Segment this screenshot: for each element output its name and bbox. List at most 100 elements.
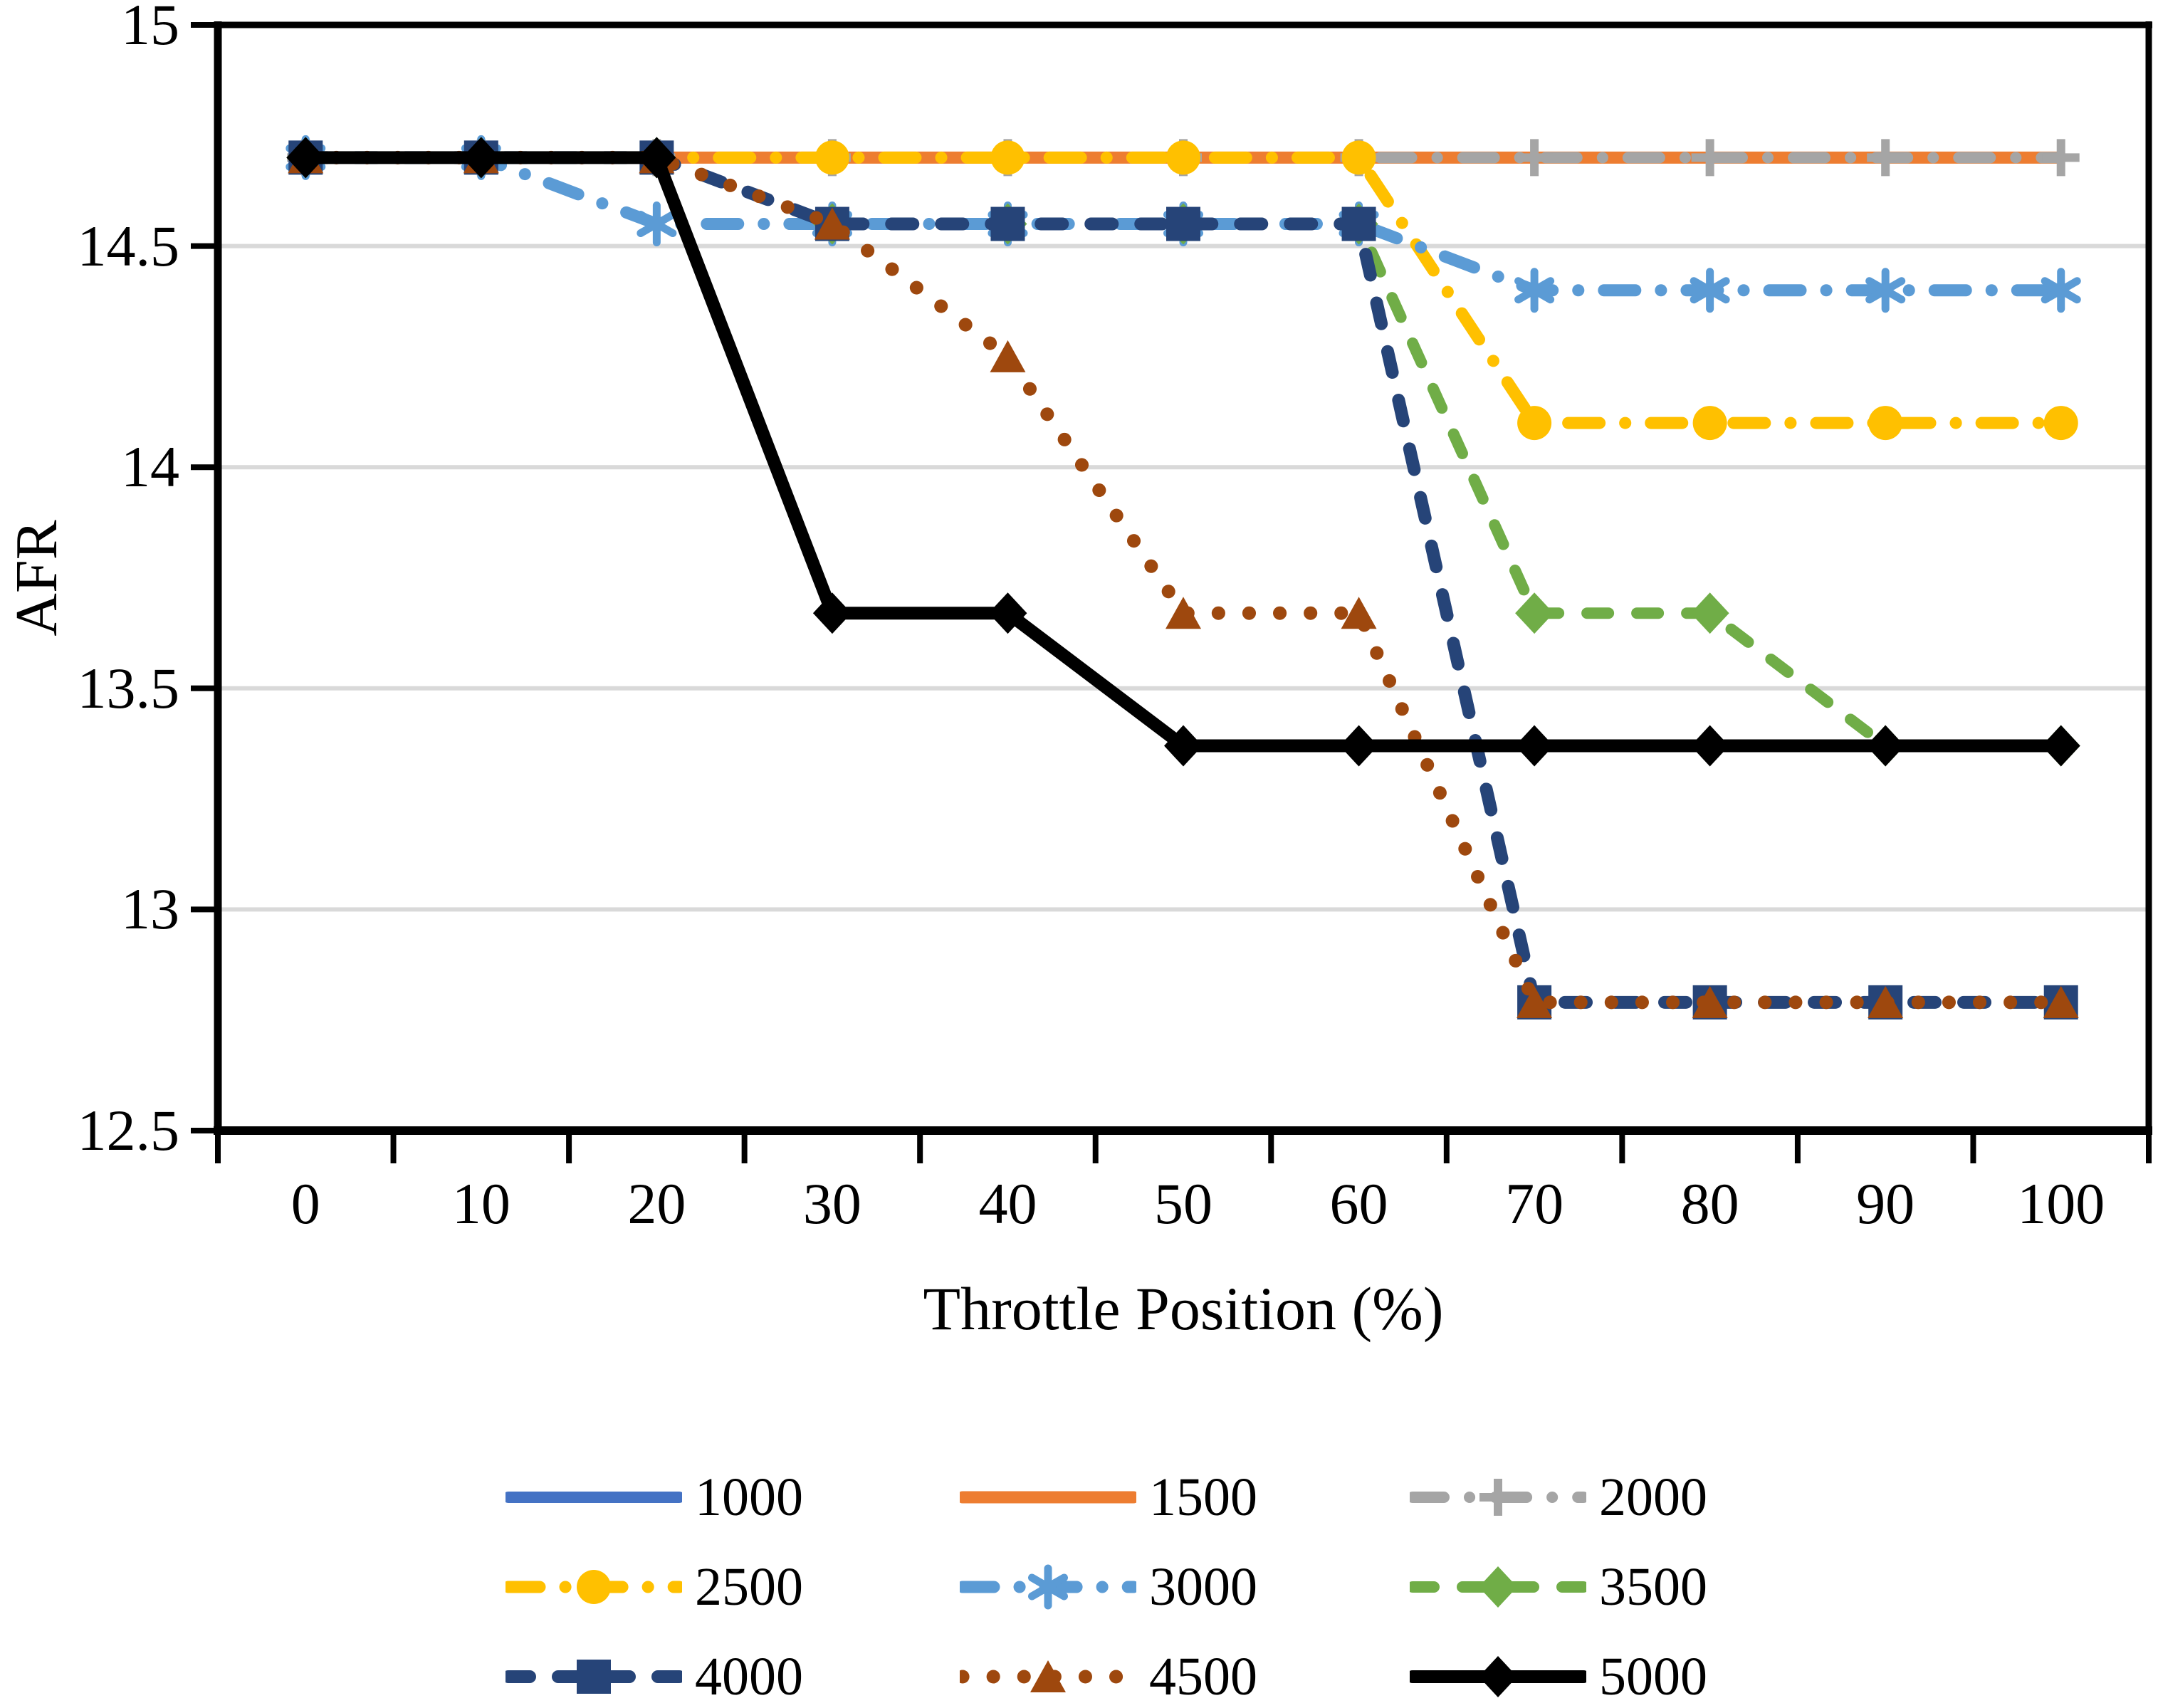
series-4000-marker [990, 206, 1025, 241]
series-3000-marker [1865, 268, 1906, 313]
series-3000-line [299, 151, 2068, 297]
series-5000-marker [637, 137, 676, 179]
legend-marker-5000 [1479, 1656, 1517, 1697]
series-4000-marker [1341, 206, 1376, 241]
legend-item-1000: 1000 [506, 1463, 803, 1531]
x-tick-label: 60 [1329, 1171, 1388, 1236]
series-4500-marker [1166, 597, 1201, 629]
series-3000-marker [1514, 268, 1555, 313]
series-5000-marker [1339, 725, 1378, 767]
series-2000-marker [2042, 139, 2080, 177]
y-tick-label: 12.5 [77, 1098, 180, 1163]
series-5000-marker [2041, 725, 2080, 767]
legend-label: 4000 [695, 1647, 803, 1707]
series-4500-marker [1692, 985, 1728, 1018]
series-4000-marker [1166, 206, 1200, 241]
series-5000-marker [1164, 725, 1203, 767]
legend-marker-3500 [1479, 1566, 1517, 1608]
series-2000-marker [1867, 139, 1905, 177]
x-tick-label: 30 [802, 1171, 861, 1236]
series-4500-marker [2043, 985, 2079, 1018]
legend-label: 2000 [1599, 1467, 1707, 1527]
series-3000-marker [637, 201, 677, 247]
legend-marker-4500 [1030, 1660, 1066, 1692]
legend-sample-1000 [506, 1492, 682, 1503]
y-tick-label: 14.5 [77, 213, 180, 278]
legend-marker-4000 [577, 1660, 611, 1694]
series-5000-marker [1515, 725, 1554, 767]
legend-label: 2500 [695, 1557, 803, 1617]
legend-sample-2000 [1410, 1479, 1586, 1516]
x-tick-label: 40 [978, 1171, 1037, 1236]
y-tick-label: 14 [121, 434, 179, 500]
series-3000-marker [1690, 268, 1730, 313]
y-axis-title: AFR [4, 520, 70, 636]
series-3000-marker [2041, 268, 2081, 313]
legend-marker-2500 [577, 1570, 611, 1604]
x-tick-label: 90 [1856, 1171, 1915, 1236]
legend-sample-3500 [1410, 1566, 1586, 1608]
x-tick-label: 80 [1680, 1171, 1739, 1236]
series-3500-line [300, 152, 2067, 752]
legend-marker-3000 [1027, 1564, 1069, 1610]
series-2500-marker [2043, 406, 2078, 441]
series-5000-marker [1866, 725, 1905, 767]
series-2000-marker [1516, 139, 1554, 177]
series-2500 [288, 140, 2078, 441]
series-2000-marker [1691, 139, 1729, 177]
legend-sample-4000 [506, 1660, 682, 1694]
legend-sample-3000 [960, 1564, 1136, 1610]
legend-item-2000: 2000 [1410, 1463, 1707, 1531]
series-2500-marker [1868, 406, 1903, 441]
y-tick-label: 15 [121, 0, 179, 57]
y-tick-label: 13 [121, 876, 179, 942]
series-2500-marker [990, 140, 1025, 175]
series-5000 [286, 137, 2080, 767]
legend-label: 4500 [1149, 1647, 1257, 1707]
series-3500-marker [1515, 592, 1554, 634]
series-4500 [288, 141, 2079, 1018]
series-2500-marker [1692, 406, 1727, 441]
legend-sample-4500 [960, 1660, 1136, 1692]
series-4500-marker [1341, 597, 1377, 629]
x-tick-label: 100 [2017, 1171, 2105, 1236]
series-5000-marker [286, 137, 325, 179]
legend-item-4000: 4000 [506, 1642, 803, 1708]
legend-item-3000: 3000 [960, 1553, 1257, 1621]
legend-marker-2000 [1479, 1479, 1517, 1516]
legend-item-4500: 4500 [960, 1642, 1257, 1708]
series-3500-marker [1690, 592, 1729, 634]
series-5000-marker [812, 592, 852, 634]
x-tick-label: 20 [627, 1171, 686, 1236]
legend-sample-5000 [1410, 1656, 1586, 1697]
series-2500-marker [815, 140, 849, 175]
series-5000-marker [1690, 725, 1729, 767]
series-4500-marker [814, 207, 850, 240]
series-4000 [288, 140, 2078, 1020]
series-2500-marker [1341, 140, 1376, 175]
x-tick-label: 10 [451, 1171, 510, 1236]
legend-item-2500: 2500 [506, 1553, 803, 1621]
legend-sample-1500 [960, 1491, 1136, 1504]
legend-item-5000: 5000 [1410, 1642, 1707, 1708]
series-4500-marker [1517, 985, 1553, 1018]
legend-item-1500: 1500 [960, 1463, 1257, 1531]
series-4500-marker [1868, 985, 1904, 1018]
legend-item-3500: 3500 [1410, 1553, 1707, 1621]
series-5000-marker [988, 592, 1027, 634]
x-axis-title: Throttle Position (%) [923, 1274, 1444, 1343]
legend-label: 5000 [1599, 1647, 1707, 1707]
legend-label: 3000 [1149, 1557, 1257, 1617]
series-4500-marker [990, 340, 1026, 372]
x-tick-label: 70 [1505, 1171, 1564, 1236]
x-tick-label: 50 [1154, 1171, 1212, 1236]
legend-sample-2500 [506, 1570, 682, 1604]
series-2500-marker [1517, 406, 1552, 441]
legend-label: 1500 [1149, 1467, 1257, 1527]
legend-label: 1000 [695, 1467, 803, 1527]
series-2500-marker [1166, 140, 1200, 175]
legend-label: 3500 [1599, 1557, 1707, 1617]
series-5000-marker [461, 137, 501, 179]
